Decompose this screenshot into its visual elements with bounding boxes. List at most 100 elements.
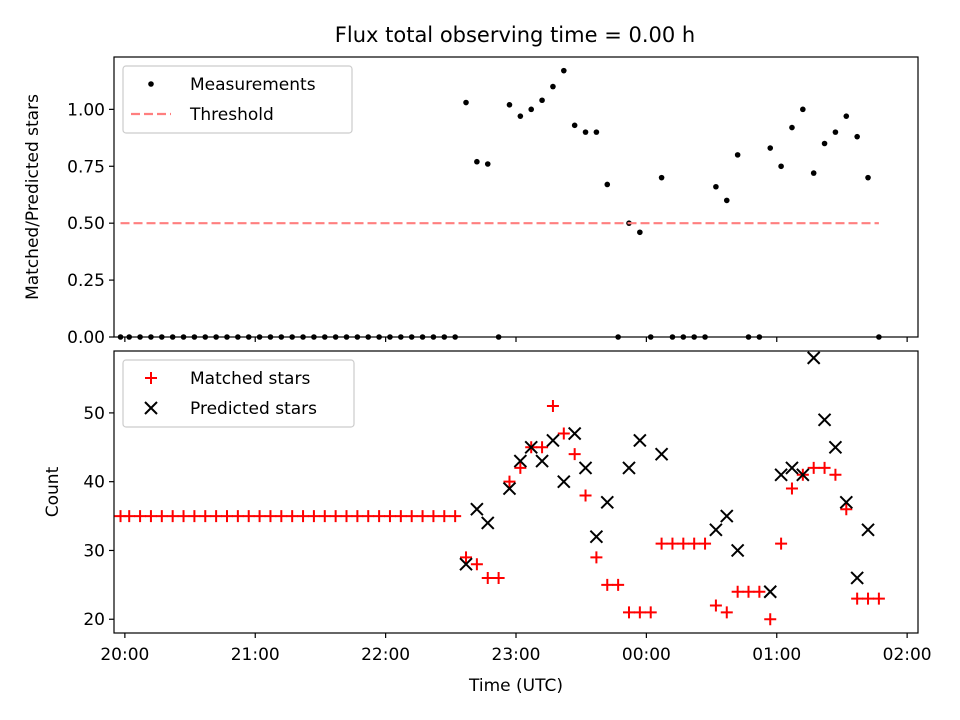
measurement-point — [550, 83, 556, 90]
top-y-tick-label: 0.25 — [67, 271, 105, 291]
legend-marker-matched — [145, 372, 157, 384]
legend-label: Threshold — [189, 105, 274, 125]
top-y-tick-label: 1.00 — [67, 100, 105, 120]
matched-star-marker — [123, 510, 136, 523]
measurement-point — [832, 129, 839, 135]
bottom-legend: Matched stars Predicted stars — [122, 359, 355, 428]
matched-star-marker — [742, 585, 755, 598]
predicted-star-marker — [535, 454, 549, 468]
measurement-point — [354, 334, 361, 340]
predicted-star-marker — [654, 447, 669, 461]
measurement-point — [256, 334, 263, 340]
measurement-point — [854, 133, 860, 140]
matched-star-marker — [601, 578, 614, 591]
matched-star-marker — [492, 571, 505, 584]
matched-star-marker — [557, 427, 570, 440]
measurement-point — [321, 334, 328, 340]
top-legend-box — [122, 65, 353, 134]
measurement-point — [604, 181, 611, 188]
matched-star-marker — [720, 606, 733, 619]
matched-star-marker — [351, 510, 364, 523]
predicted-star-marker — [730, 543, 745, 558]
measurement-point — [767, 145, 774, 151]
top-y-tick-label: 0.50 — [67, 214, 105, 234]
bottom-x-tick-label: 22:00 — [361, 645, 410, 665]
predicted-star-marker — [502, 481, 517, 496]
measurement-point — [137, 334, 143, 340]
matched-star-marker — [264, 510, 277, 523]
measurement-point — [169, 334, 176, 340]
measurement-point — [702, 334, 708, 340]
matched-star-marker — [536, 441, 549, 454]
measurement-point — [474, 158, 480, 165]
matched-star-marker — [362, 510, 375, 523]
legend-label: Measurements — [190, 75, 316, 95]
matched-star-marker — [155, 510, 168, 523]
matched-star-marker — [177, 510, 190, 523]
measurement-point — [582, 129, 589, 135]
top-series-0 — [117, 67, 882, 340]
measurement-point — [343, 334, 350, 340]
legend-label: Matched stars — [190, 369, 310, 389]
bottom-x-tick-label: 00:00 — [622, 645, 671, 665]
measurement-point — [843, 113, 850, 119]
measurement-point — [571, 122, 578, 129]
predicted-star-marker — [806, 351, 821, 365]
matched-star-marker — [731, 585, 744, 598]
matched-star-marker — [427, 510, 440, 523]
predicted-star-marker — [600, 495, 614, 510]
matched-star-marker — [764, 613, 777, 626]
measurement-point — [821, 140, 828, 147]
predicted-star-marker — [720, 509, 734, 523]
measurement-point — [235, 334, 241, 340]
bottom-y-tick-label: 50 — [83, 404, 105, 424]
measurement-point — [528, 106, 535, 113]
predicted-star-marker — [850, 571, 864, 585]
matched-star-marker — [188, 510, 201, 523]
matched-star-marker — [275, 510, 288, 523]
matched-star-marker — [134, 510, 147, 523]
matched-star-marker — [242, 510, 255, 523]
matched-star-marker — [220, 510, 233, 523]
legend-marker-measurements — [148, 81, 154, 87]
matched-star-marker — [199, 510, 212, 523]
bottom-legend-box — [122, 359, 355, 428]
predicted-star-marker — [774, 468, 788, 482]
measurement-point — [441, 334, 448, 340]
matched-star-marker — [807, 461, 820, 474]
bottom-x-tick-label: 02:00 — [883, 645, 932, 665]
measurement-point — [810, 170, 817, 176]
matched-star-marker — [481, 571, 494, 584]
matched-star-marker — [785, 482, 798, 495]
measurement-point — [202, 334, 209, 340]
bottom-series-1 — [459, 351, 875, 599]
measurement-point — [658, 174, 665, 181]
measurement-point — [332, 334, 339, 340]
predicted-star-marker — [524, 440, 538, 455]
measurement-point — [387, 334, 393, 340]
measurement-point — [800, 106, 806, 113]
matched-star-marker — [460, 551, 473, 564]
bottom-y-axis-label: Count — [43, 466, 63, 517]
matched-star-marker — [622, 606, 635, 619]
matched-star-marker — [546, 400, 559, 413]
measurement-point — [637, 229, 643, 236]
matched-star-marker — [612, 578, 625, 591]
measurement-point — [365, 334, 372, 340]
measurement-point — [213, 334, 219, 340]
bottom-x-tick-label: 21:00 — [231, 645, 280, 665]
matched-star-marker — [579, 489, 592, 502]
matched-star-marker — [383, 510, 396, 523]
matched-star-marker — [405, 510, 418, 523]
predicted-star-marker — [709, 523, 723, 537]
measurement-point — [267, 334, 274, 340]
predicted-star-marker — [470, 502, 484, 516]
matched-star-marker — [329, 510, 342, 523]
top-y-axis-label: Matched/Predicted stars — [23, 94, 43, 300]
matched-star-marker — [872, 592, 885, 605]
measurement-point — [191, 334, 198, 340]
measurement-point — [148, 334, 154, 340]
predicted-star-marker — [546, 433, 560, 448]
predicted-star-marker — [861, 523, 875, 537]
measurement-point — [495, 334, 502, 340]
